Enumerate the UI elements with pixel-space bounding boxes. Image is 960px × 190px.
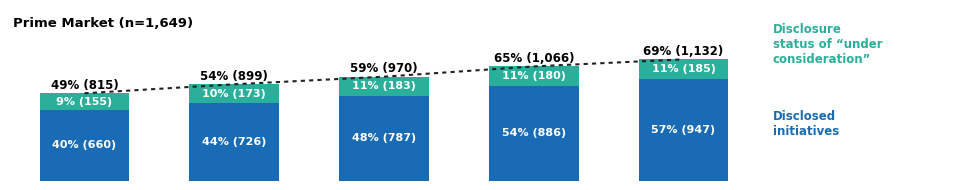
Text: 59% (970): 59% (970) xyxy=(350,62,418,75)
Bar xyxy=(339,77,429,96)
Bar xyxy=(489,66,579,86)
Text: 11% (180): 11% (180) xyxy=(502,71,565,81)
Text: 11% (183): 11% (183) xyxy=(352,82,416,91)
Text: 40% (660): 40% (660) xyxy=(53,140,116,150)
Text: 48% (787): 48% (787) xyxy=(352,133,416,143)
Text: 49% (815): 49% (815) xyxy=(51,79,118,92)
Bar xyxy=(638,59,729,79)
Bar xyxy=(638,79,729,180)
Text: 54% (899): 54% (899) xyxy=(201,70,268,83)
Text: 10% (173): 10% (173) xyxy=(203,89,266,99)
Bar xyxy=(39,110,130,180)
Text: Prime Market (n=1,649): Prime Market (n=1,649) xyxy=(12,17,193,30)
Bar xyxy=(339,96,429,180)
Text: 65% (1,066): 65% (1,066) xyxy=(493,52,574,65)
Bar xyxy=(39,93,130,110)
Text: 11% (185): 11% (185) xyxy=(652,64,715,74)
Text: 57% (947): 57% (947) xyxy=(652,125,715,135)
Text: 69% (1,132): 69% (1,132) xyxy=(643,45,724,58)
Bar xyxy=(189,103,279,180)
Text: 54% (886): 54% (886) xyxy=(502,128,565,138)
Text: Disclosure
status of “under
consideration”: Disclosure status of “under consideratio… xyxy=(773,23,882,66)
Text: 9% (155): 9% (155) xyxy=(57,97,112,107)
Bar xyxy=(189,84,279,103)
Bar xyxy=(489,86,579,180)
Text: Disclosed
initiatives: Disclosed initiatives xyxy=(773,110,839,138)
Text: 44% (726): 44% (726) xyxy=(202,137,267,147)
